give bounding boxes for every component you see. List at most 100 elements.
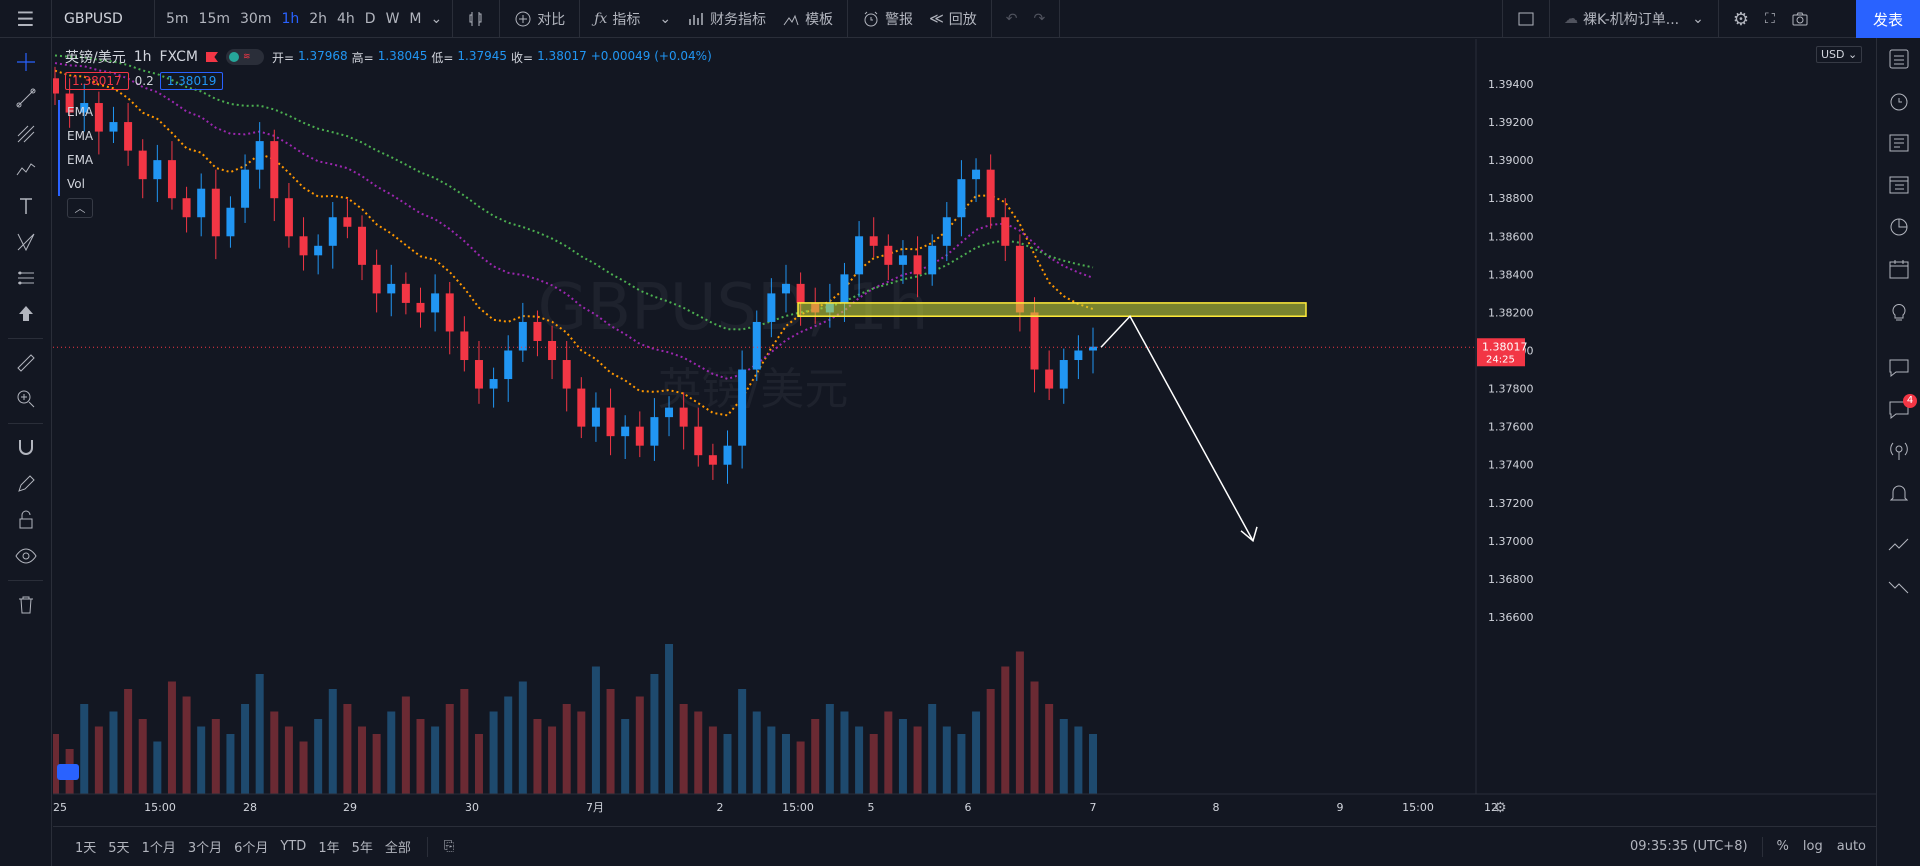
visibility-tool[interactable] [0, 538, 52, 574]
range-all[interactable]: 全部 [384, 841, 411, 856]
legend-title[interactable]: 英镑/美元 [65, 50, 126, 66]
volume-bar [781, 734, 790, 794]
interval-m[interactable]: M [409, 10, 422, 27]
trendline-tool[interactable] [0, 80, 52, 116]
ruler-tool[interactable] [0, 345, 52, 381]
candle-body [255, 141, 264, 170]
templates-button[interactable]: 模板 [774, 0, 841, 38]
hotlist-button[interactable] [1877, 206, 1920, 248]
redo-button[interactable]: ↷ [1033, 10, 1046, 27]
indicators-button[interactable]: ƒx 指标 ⌄ [586, 0, 679, 38]
range-5d[interactable]: 5天 [108, 841, 130, 856]
publish-button[interactable]: 发表 [1856, 0, 1920, 38]
watchlist-button[interactable] [1877, 38, 1920, 80]
camera-icon [1792, 12, 1808, 26]
candle-body [109, 122, 118, 132]
fullscreen-button[interactable]: ⛶ [1757, 0, 1783, 38]
stay-drawing-tool[interactable] [0, 466, 52, 502]
range-6m[interactable]: 6个月 [234, 841, 269, 856]
flag-icon[interactable] [205, 52, 218, 62]
chat-button[interactable] [1877, 346, 1920, 388]
candle-body [489, 379, 498, 389]
streams-button[interactable] [1877, 430, 1920, 472]
indicator-ema-3[interactable]: EMA [58, 148, 93, 172]
volume-bar [591, 666, 600, 794]
layout-name-button[interactable]: ☁ 裸K-机构订单... ⌄ [1556, 0, 1712, 38]
settings-button[interactable]: ⚙ [1725, 0, 1757, 38]
candle-body [928, 245, 937, 275]
trading-panel-button[interactable] [1877, 524, 1920, 566]
clock-display[interactable]: 09:35:35 (UTC+8) [1629, 839, 1748, 854]
undo-button[interactable]: ↶ [1005, 10, 1018, 27]
snapshot-button[interactable] [1783, 0, 1817, 38]
forecast-tool[interactable] [0, 260, 52, 296]
range-ytd[interactable]: YTD [280, 839, 307, 854]
ideas-button[interactable] [1877, 290, 1920, 332]
notifications-button[interactable] [1877, 472, 1920, 514]
volume-bar [358, 726, 367, 794]
interval-1h[interactable]: 1h [281, 10, 300, 27]
measure-pattern-tool[interactable] [0, 224, 52, 260]
newspaper-icon [1889, 134, 1909, 152]
interval-15m[interactable]: 15m [198, 10, 230, 27]
calendar-button[interactable] [1877, 248, 1920, 290]
news-button[interactable] [1877, 122, 1920, 164]
pitchfork-icon [17, 125, 35, 143]
replay-button[interactable]: ≪ 回放 [921, 0, 985, 38]
chart-pane[interactable]: GBPUSD, 1h 英镑/美元 1.39400 1.39200 1.39000 1.3… [53, 39, 1876, 826]
remove-drawings-tool[interactable] [0, 587, 52, 623]
financials-button[interactable]: 财务指标 [679, 0, 774, 38]
magnet-tool[interactable] [0, 430, 52, 466]
data-window-button[interactable] [1877, 164, 1920, 206]
pattern-tool[interactable] [0, 152, 52, 188]
buy-button[interactable]: 1.38019 [159, 72, 224, 90]
ema-line [54, 69, 1094, 417]
alert-button[interactable]: 警报 [854, 0, 921, 38]
goto-date-icon[interactable]: ⎘ [443, 839, 455, 854]
indicator-vol[interactable]: Vol [58, 172, 93, 196]
range-1y[interactable]: 1年 [318, 841, 340, 856]
alerts-button[interactable] [1877, 80, 1920, 122]
depth-button[interactable] [1877, 566, 1920, 608]
volume-bar [387, 711, 396, 794]
indicator-ema-2[interactable]: EMA [58, 124, 93, 148]
volume-bar [1015, 651, 1024, 794]
volume-bar [869, 734, 878, 794]
text-tool[interactable] [0, 188, 52, 224]
replay-label: 回放 [948, 11, 977, 28]
interval-w[interactable]: W [385, 10, 400, 27]
messages-button[interactable]: 4 [1877, 388, 1920, 430]
lock-tool[interactable] [0, 502, 52, 538]
market-status-toggle[interactable]: ≋ [225, 49, 264, 65]
interval-5m[interactable]: 5m [166, 10, 189, 27]
crosshair-tool[interactable] [0, 44, 52, 80]
chart-type-button[interactable] [459, 0, 493, 38]
range-3m[interactable]: 3个月 [187, 841, 223, 856]
chevron-down-icon[interactable]: ⌄ [430, 10, 443, 27]
compare-button[interactable]: 对比 [506, 0, 573, 38]
percent-scale-toggle[interactable]: % [1776, 839, 1789, 854]
auto-scale-toggle[interactable]: auto [1836, 839, 1866, 854]
volume-bar [211, 719, 220, 794]
menu-icon[interactable]: ☰ [0, 0, 52, 38]
log-scale-toggle[interactable]: log [1802, 839, 1823, 854]
currency-select[interactable]: USD ⌄ [1816, 46, 1863, 63]
symbol-search[interactable]: GBPUSD [52, 0, 155, 38]
range-1m[interactable]: 1个月 [141, 841, 176, 856]
fib-tool[interactable] [0, 116, 52, 152]
interval-4h[interactable]: 4h [337, 10, 355, 27]
price-tick-label: 1.37000 [1488, 535, 1534, 548]
interval-2h[interactable]: 2h [309, 10, 328, 27]
interval-d[interactable]: D [364, 10, 376, 27]
arrow-tool[interactable] [0, 296, 52, 332]
layout-select-button[interactable] [1509, 0, 1543, 38]
zoom-tool[interactable] [0, 381, 52, 417]
collapse-legend-button[interactable]: ︿ [67, 198, 93, 218]
indicator-ema-1[interactable]: EMA [58, 100, 93, 124]
range-1d[interactable]: 1天 [75, 841, 97, 856]
sell-button[interactable]: 1.38017 [65, 72, 129, 90]
interval-30m[interactable]: 30m [240, 10, 272, 27]
ruler-icon [17, 354, 35, 372]
range-5y[interactable]: 5年 [351, 841, 373, 856]
